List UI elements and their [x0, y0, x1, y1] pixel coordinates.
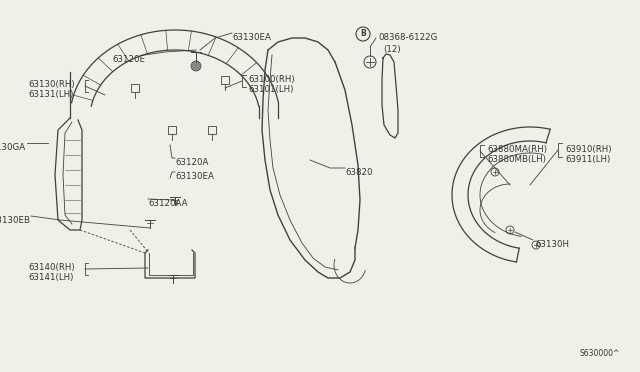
Text: 63141(LH): 63141(LH)	[28, 273, 74, 282]
Text: 08368-6122G: 08368-6122G	[378, 33, 437, 42]
Text: 63100(RH): 63100(RH)	[248, 75, 294, 84]
Text: B: B	[360, 29, 366, 38]
Text: 63101(LH): 63101(LH)	[248, 85, 293, 94]
Bar	[208, 126, 216, 134]
Bar	[221, 76, 229, 84]
Text: 63820: 63820	[345, 168, 372, 177]
Text: 63910(RH): 63910(RH)	[565, 145, 611, 154]
Circle shape	[191, 61, 201, 71]
Text: 63130GA: 63130GA	[0, 143, 26, 152]
Text: 63120AA: 63120AA	[148, 199, 188, 208]
Text: 63130EA: 63130EA	[232, 33, 271, 42]
Bar	[168, 126, 176, 134]
Text: 63880MB(LH): 63880MB(LH)	[487, 155, 546, 164]
Bar	[131, 84, 139, 92]
Text: 63120E: 63120E	[112, 55, 145, 64]
Text: S630000^: S630000^	[580, 349, 620, 358]
Text: 63130EA: 63130EA	[175, 172, 214, 181]
Text: (12): (12)	[383, 45, 401, 54]
Text: 63911(LH): 63911(LH)	[565, 155, 611, 164]
Text: 63130EB: 63130EB	[0, 216, 30, 225]
Text: 63120A: 63120A	[175, 158, 209, 167]
Text: 63140(RH): 63140(RH)	[28, 263, 75, 272]
Text: 63131(LH): 63131(LH)	[28, 90, 74, 99]
Text: 63130H: 63130H	[535, 240, 569, 249]
Text: 63880MA(RH): 63880MA(RH)	[487, 145, 547, 154]
Text: 63130(RH): 63130(RH)	[28, 80, 75, 89]
